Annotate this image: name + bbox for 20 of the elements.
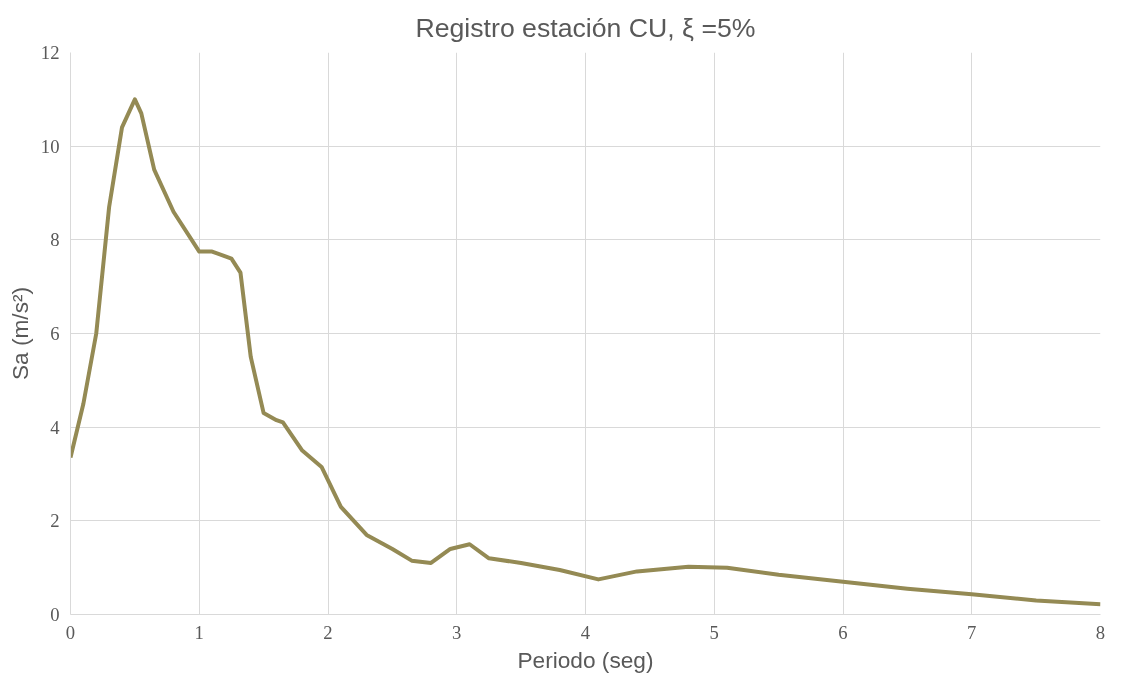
x-tick-label: 5 <box>709 621 719 643</box>
x-tick-label: 6 <box>838 621 848 643</box>
x-tick-label: 7 <box>967 621 977 643</box>
y-tick-label: 0 <box>50 604 60 625</box>
y-tick-label: 8 <box>50 229 60 251</box>
y-tick-label: 2 <box>50 510 60 532</box>
y-tick-label: 10 <box>40 135 60 157</box>
x-tick-label: 1 <box>194 621 204 643</box>
y-tick-label: 12 <box>40 42 60 63</box>
x-tick-label: 4 <box>580 621 591 643</box>
y-tick-label: 6 <box>50 323 60 344</box>
x-tick-label: 3 <box>452 621 462 643</box>
x-tick-label: 0 <box>65 621 76 643</box>
chart-title: Registro estación CU, ξ =5% <box>415 12 756 43</box>
x-tick-label: 2 <box>323 621 333 643</box>
x-tick-label: 8 <box>1095 621 1106 643</box>
y-axis-title: Sa (m/s²) <box>6 286 33 381</box>
x-axis-title: Periodo (seg) <box>517 646 654 673</box>
line-series <box>70 97 1101 607</box>
y-tick-label: 4 <box>50 416 61 438</box>
